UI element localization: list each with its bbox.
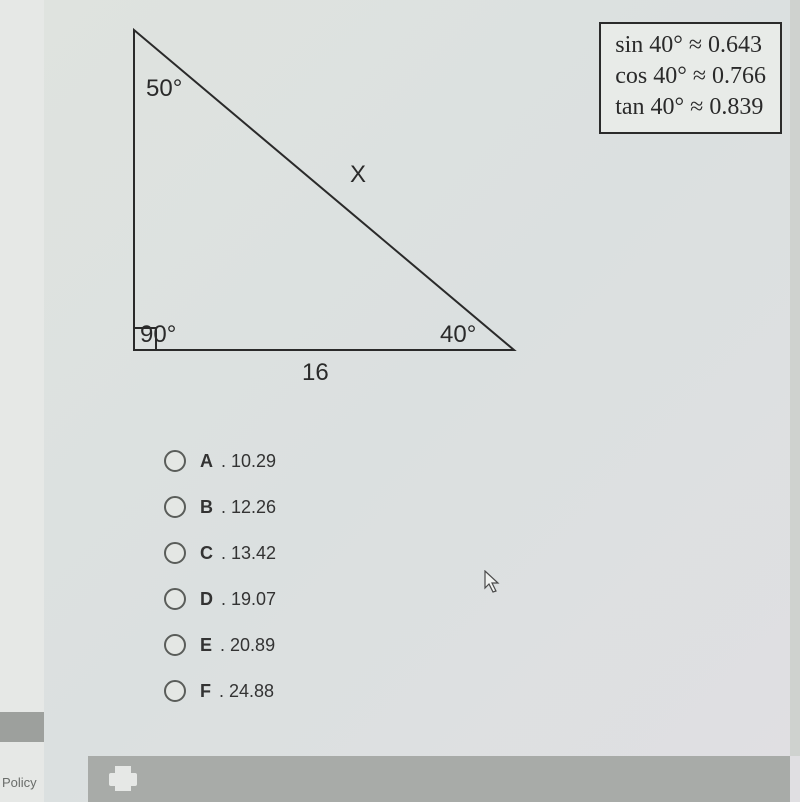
option-b[interactable]: B. 12.26	[164, 496, 276, 518]
triangle-diagram: 50° 90° 40° X 16	[84, 10, 554, 420]
option-value: 10.29	[231, 451, 276, 472]
trig-line-sin: sin 40° ≈ 0.643	[615, 30, 766, 61]
option-value: 19.07	[231, 589, 276, 610]
bottom-toolbar	[88, 756, 790, 802]
trig-line-cos: cos 40° ≈ 0.766	[615, 61, 766, 92]
radio-icon[interactable]	[164, 634, 186, 656]
angle-left-label: 90°	[140, 321, 176, 348]
option-letter: A	[200, 451, 213, 472]
base-label: 16	[302, 359, 329, 386]
radio-icon[interactable]	[164, 450, 186, 472]
answer-options: A. 10.29 B. 12.26 C. 13.42 D. 19.07 E. 2…	[164, 450, 276, 726]
angle-top-label: 50°	[146, 75, 182, 102]
option-letter: C	[200, 543, 213, 564]
scrollbar[interactable]	[790, 0, 800, 756]
option-value: 13.42	[231, 543, 276, 564]
radio-icon[interactable]	[164, 496, 186, 518]
option-letter: F	[200, 681, 211, 702]
trig-values-box: sin 40° ≈ 0.643 cos 40° ≈ 0.766 tan 40° …	[599, 22, 782, 134]
option-value: 12.26	[231, 497, 276, 518]
option-value: 24.88	[229, 681, 274, 702]
angle-right-label: 40°	[440, 321, 476, 348]
cursor-icon	[484, 570, 504, 596]
option-f[interactable]: F. 24.88	[164, 680, 276, 702]
option-a[interactable]: A. 10.29	[164, 450, 276, 472]
trig-line-tan: tan 40° ≈ 0.839	[615, 92, 766, 123]
option-c[interactable]: C. 13.42	[164, 542, 276, 564]
radio-icon[interactable]	[164, 542, 186, 564]
sidebar-block	[0, 712, 44, 742]
policy-link[interactable]: Policy	[2, 775, 37, 790]
hypotenuse-label: X	[350, 161, 366, 188]
radio-icon[interactable]	[164, 588, 186, 610]
option-d[interactable]: D. 19.07	[164, 588, 276, 610]
radio-icon[interactable]	[164, 680, 186, 702]
option-value: 20.89	[230, 635, 275, 656]
option-e[interactable]: E. 20.89	[164, 634, 276, 656]
left-sidebar: Policy	[0, 0, 45, 802]
print-icon[interactable]	[106, 764, 140, 794]
triangle-shape	[134, 30, 514, 350]
option-letter: B	[200, 497, 213, 518]
main-content: 50° 90° 40° X 16 sin 40° ≈ 0.643 cos 40°…	[44, 0, 800, 802]
option-letter: E	[200, 635, 212, 656]
option-letter: D	[200, 589, 213, 610]
